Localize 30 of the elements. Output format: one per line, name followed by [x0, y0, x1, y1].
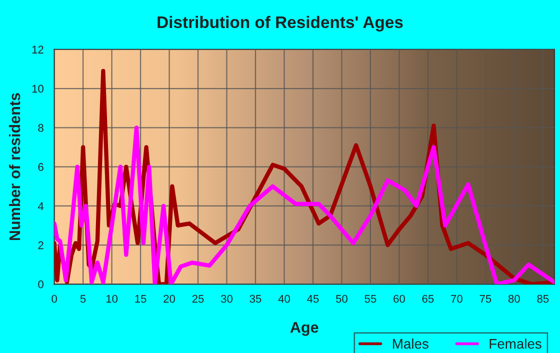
y-tick-label: 10 [32, 84, 44, 93]
y-tick-label: 0 [38, 280, 44, 288]
y-tick-label: 2 [38, 241, 44, 250]
x-tick-label: 45 [307, 294, 319, 303]
x-tick-label: 85 [537, 294, 549, 303]
x-tick-label: 5 [80, 294, 86, 303]
y-tick-label: 12 [32, 46, 44, 54]
chart-title: Distribution of Residents' Ages [158, 16, 403, 32]
x-tick-label: 70 [451, 294, 462, 303]
x-tick-label: 20 [164, 294, 176, 303]
x-tick-label: 55 [364, 294, 376, 303]
x-tick-label: 10 [106, 294, 118, 303]
x-tick-label: 40 [278, 294, 290, 303]
legend-label: Males [393, 338, 428, 349]
x-tick-label: 30 [221, 294, 233, 303]
x-tick-label: 75 [480, 294, 492, 303]
y-tick-label: 8 [38, 124, 44, 132]
legend-label: Females [490, 338, 542, 349]
y-tick-label: 6 [38, 163, 44, 171]
y-axis-title: Number of residents [8, 93, 20, 240]
x-tick-label: 60 [394, 294, 405, 303]
x-tick-label: 25 [192, 294, 204, 303]
y-tick-label: 4 [38, 202, 44, 210]
x-tick-label: 35 [250, 294, 262, 303]
x-axis-title: Age [290, 322, 318, 336]
x-tick-label: 80 [508, 294, 520, 303]
x-tick-label: 0 [52, 294, 57, 303]
x-tick-label: 50 [336, 294, 348, 303]
x-tick-label: 65 [422, 294, 434, 303]
x-tick-label: 15 [135, 294, 146, 303]
